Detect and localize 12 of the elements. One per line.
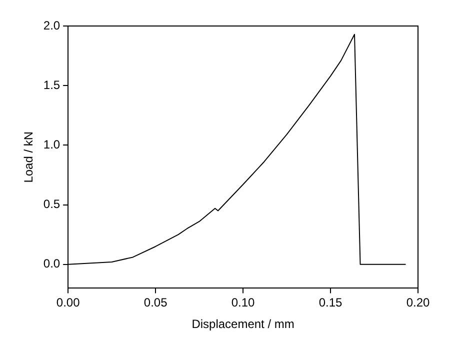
x-tick-label: 0.00 <box>56 296 80 310</box>
y-tick-label: 2.0 <box>43 18 60 32</box>
y-tick-label: 1.0 <box>43 137 60 152</box>
x-axis-title: Displacement / mm <box>192 317 294 332</box>
x-tick-label: 0.10 <box>231 296 256 310</box>
y-tick-label: 1.5 <box>43 78 60 92</box>
x-tick-label: 0.05 <box>144 296 168 310</box>
y-tick-label: 0.0 <box>43 256 60 271</box>
x-tick-label: 0.20 <box>406 296 430 310</box>
y-tick-label: 0.5 <box>43 197 60 212</box>
y-axis-title: Load / kN <box>22 131 36 183</box>
x-tick-label: 0.15 <box>318 296 343 310</box>
